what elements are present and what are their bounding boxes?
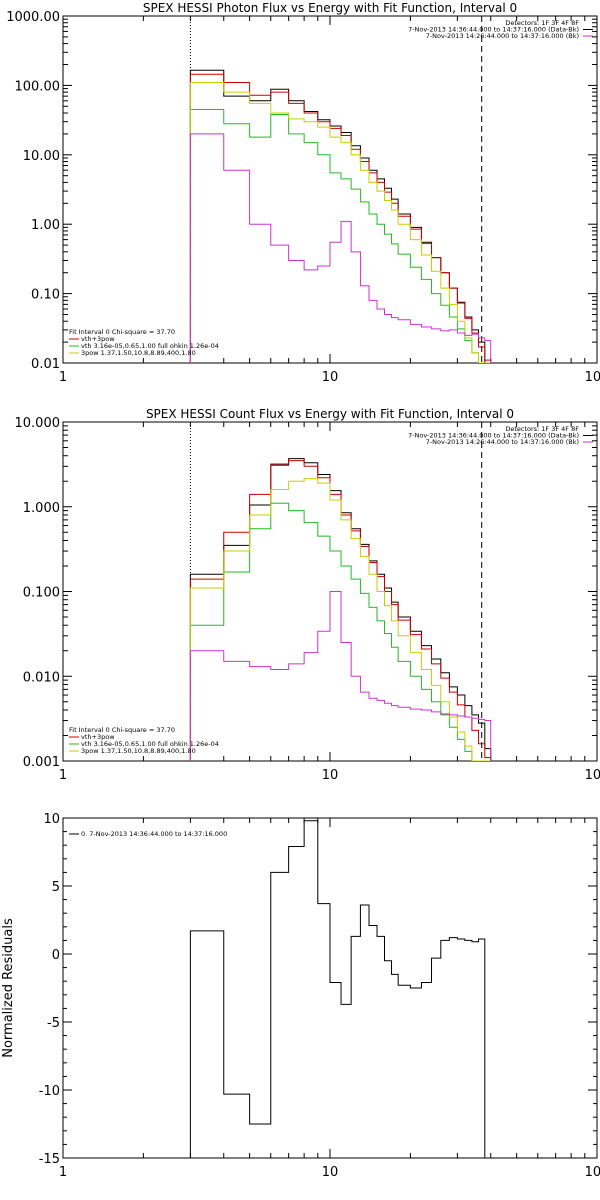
series-line-vth-3pow [189, 460, 492, 761]
x-tick-label: 100 [585, 370, 600, 385]
x-tick-label: 10 [322, 1165, 339, 1180]
y-tick-label: 10.00 [23, 149, 60, 164]
x-tick-label: 100 [585, 1165, 600, 1180]
y-tick-label: 10.000 [15, 416, 61, 431]
legend-left-entry: vth+3pow [81, 733, 115, 741]
y-tick-label: 10 [43, 812, 60, 827]
y-tick-label: 0.10 [31, 288, 60, 303]
series-line-bk [189, 133, 492, 363]
y-tick-label: 5 [52, 880, 60, 895]
legend-left-entry: vth 3.16e-05,0.65,1.00 full ohkin 1.26e-… [81, 740, 219, 748]
legend-left-entry: 0. 7-Nov-2013 14:36:44.000 to 14:37:16.0… [81, 830, 227, 838]
legend-left-entry: 3pow 1.37,1.50,10.8,8.89,400,1.80 [81, 349, 196, 357]
y-tick-label: 1.00 [31, 218, 60, 233]
legend-right-entry: Detectors: 1F 3F 4F 8F [505, 19, 579, 27]
y-tick-label: 0 [52, 948, 60, 963]
series-line-vth-3pow [189, 73, 492, 363]
legend-right-entry: Detectors: 1F 3F 4F 8F [505, 425, 579, 433]
legend-left-entry: vth+3pow [81, 335, 115, 343]
chart-title: SPEX HESSI Count Flux vs Energy with Fit… [146, 407, 514, 421]
y-tick-label: 0.01 [31, 357, 60, 372]
y-tick-label: 100.00 [15, 79, 61, 94]
y-tick-label: -10 [39, 1084, 60, 1099]
series-line-3pow-1-37-1-50-10-8-8-89-400-1-80 [189, 478, 491, 761]
y-tick-label: 1.000 [23, 501, 60, 516]
legend-left-entry: 3pow 1.37,1.50,10.8,8.89,400,1.80 [81, 747, 196, 755]
x-tick-label: 1 [59, 370, 67, 385]
legend-right-entry: 7-Nov-2013 14:26:44.000 to 14:37:16.000 … [426, 32, 579, 40]
x-tick-label: 10 [322, 768, 339, 783]
series-line-3pow-1-37-1-50-10-8-8-89-400-1-80 [189, 82, 491, 363]
series-line-bk [189, 591, 492, 761]
x-tick-label: 1 [59, 1165, 67, 1180]
chart-title: SPEX HESSI Photon Flux vs Energy with Fi… [143, 1, 517, 15]
y-tick-label: 0.100 [23, 586, 60, 601]
series-line-vth-3-16e-05-0-65-1-00-full-ohkin-1-26e- [189, 108, 491, 363]
y-tick-label: -5 [47, 1016, 60, 1031]
y-tick-label: 0.010 [23, 670, 60, 685]
series-line-vth-3-16e-05-0-65-1-00-full-ohkin-1-26e- [189, 502, 491, 761]
legend-right-entry: 7-Nov-2013 14:36:44.000 to 14:37:16.000 … [408, 432, 579, 440]
x-tick-label: 10 [322, 370, 339, 385]
legend-left-entry: Fit Interval 0 Chi-square = 37.70 [69, 328, 175, 336]
legend-right-entry: 7-Nov-2013 14:26:44.000 to 14:37:16.000 … [426, 438, 579, 446]
y-tick-label: 0.001 [23, 755, 60, 770]
y-tick-label: -15 [39, 1152, 60, 1167]
y-tick-label: 1000.00 [6, 10, 60, 25]
x-tick-label: 100 [585, 768, 600, 783]
legend-right-entry: 7-Nov-2013 14:36:44.000 to 14:37:16.000 … [408, 26, 579, 34]
x-tick-label: 1 [59, 768, 67, 783]
legend-left-entry: vth 3.16e-05,0.65,1.00 full ohkin 1.26e-… [81, 342, 219, 350]
series-line-0-7-nov-2013-14-36-44-000-to-14-37-16-00 [189, 820, 486, 1158]
legend-left-entry: Fit Interval 0 Chi-square = 37.70 [69, 726, 175, 734]
y-axis-label: Normalized Residuals [1, 918, 16, 1058]
